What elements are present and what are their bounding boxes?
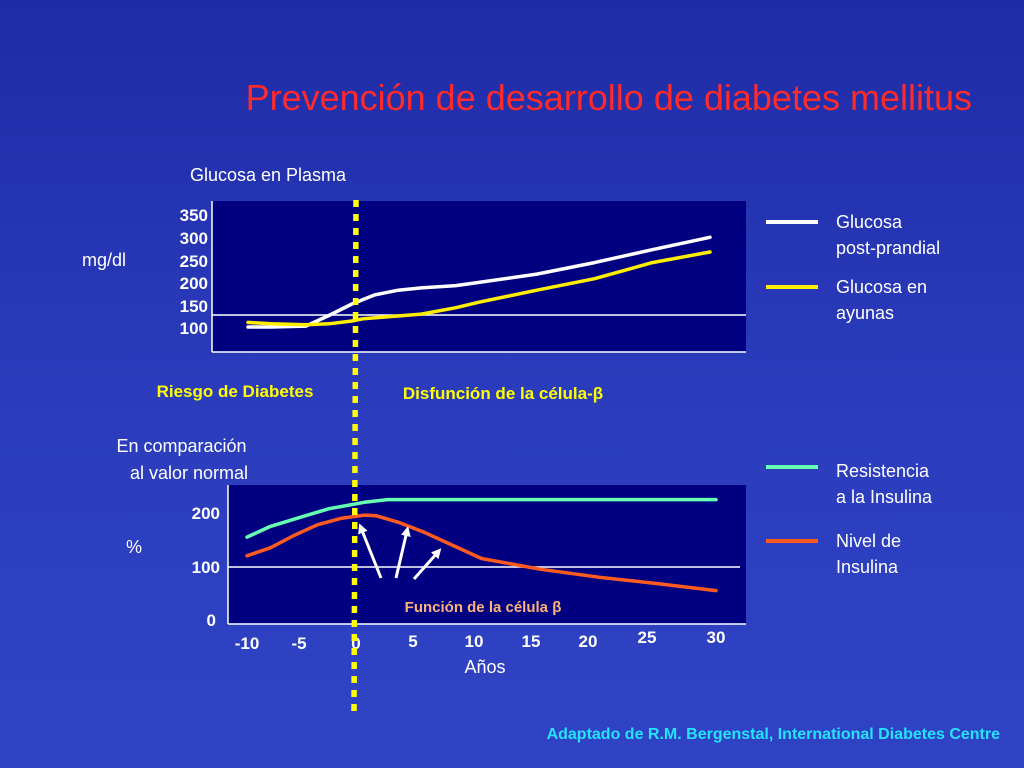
glucose-plot-area	[212, 201, 746, 352]
x-tick: 15	[522, 632, 541, 651]
glucose-y-ticks: 350 300 250 200 150 100	[180, 206, 208, 338]
series-line-insulina	[245, 513, 718, 593]
beta-arrow	[394, 526, 411, 579]
x-tick: 20	[579, 632, 598, 651]
series-line-resistencia	[245, 497, 718, 539]
legend-label-line: Glucosa	[836, 212, 903, 232]
glucose-y-tick: 100	[180, 319, 208, 338]
riesgo-label: Riesgo de Diabetes	[157, 382, 314, 401]
glucose-y-tick: 150	[180, 297, 208, 316]
x-tick: 10	[465, 632, 484, 651]
legend-label-resistencia: Resistencia a la Insulina	[836, 461, 934, 507]
glucose-y-tick: 300	[180, 229, 208, 248]
insulin-x-ticks: -10 -5 0 5 10 15 20 25 30	[235, 628, 726, 653]
legend-label-line: post-prandial	[836, 238, 940, 258]
glucose-y-tick: 200	[180, 274, 208, 293]
x-tick: 30	[707, 628, 726, 647]
glucose-y-tick: 250	[180, 252, 208, 271]
insulin-legend: Resistencia a la Insulina Nivel de Insul…	[766, 461, 934, 577]
x-tick: 0	[351, 634, 360, 653]
citation: Adaptado de R.M. Bergenstal, Internation…	[546, 726, 1000, 743]
legend-label-line: Insulina	[836, 557, 899, 577]
insulin-plot-area	[228, 485, 746, 624]
legend-label-line: Glucosa en	[836, 277, 927, 297]
glucose-y-unit: mg/dl	[82, 250, 126, 270]
insulin-y-tick: 0	[207, 611, 216, 630]
insulin-y-tick: 200	[192, 504, 220, 523]
glucose-chart-title: Glucosa en Plasma	[190, 165, 347, 185]
beta-arrow	[412, 548, 442, 580]
x-tick: -10	[235, 634, 260, 653]
legend-label-ayunas: Glucosa en ayunas	[836, 277, 932, 323]
glucose-y-tick: 350	[180, 206, 208, 225]
glucose-legend: Glucosa post-prandial Glucosa en ayunas	[766, 212, 940, 323]
year-zero-marker	[351, 199, 359, 716]
legend-label-line: ayunas	[836, 303, 894, 323]
insulin-y-label: En comparación al valor normal	[116, 436, 251, 483]
disfuncion-label: Disfunción de la célula-β	[403, 384, 603, 403]
slide-title: Prevención de desarrollo de diabetes mel…	[245, 77, 972, 118]
insulin-y-tick: 100	[192, 558, 220, 577]
beta-function-label: Función de la célula β	[405, 599, 562, 616]
legend-label-post-prandial: Glucosa post-prandial	[836, 212, 940, 258]
insulin-chart: En comparación al valor normal % 200 100…	[116, 436, 746, 677]
legend-label-line: Resistencia	[836, 461, 930, 481]
insulin-y-unit: %	[126, 537, 142, 557]
series-line-ayunas	[246, 250, 712, 327]
insulin-y-label-line: En comparación	[116, 436, 246, 456]
x-axis-label: Años	[464, 657, 505, 677]
x-tick: -5	[291, 634, 306, 653]
beta-arrow	[358, 523, 383, 579]
insulin-y-ticks: 200 100 0	[192, 504, 220, 630]
x-tick: 5	[408, 632, 417, 651]
insulin-y-label-line: al valor normal	[130, 463, 248, 483]
legend-label-line: Nivel de	[836, 531, 901, 551]
legend-label-insulina: Nivel de Insulina	[836, 531, 906, 577]
x-tick: 25	[638, 628, 657, 647]
glucose-chart: Glucosa en Plasma mg/dl 350 300 250 200 …	[82, 165, 746, 353]
legend-label-line: a la Insulina	[836, 487, 933, 507]
beta-cell-arrows	[358, 523, 442, 580]
